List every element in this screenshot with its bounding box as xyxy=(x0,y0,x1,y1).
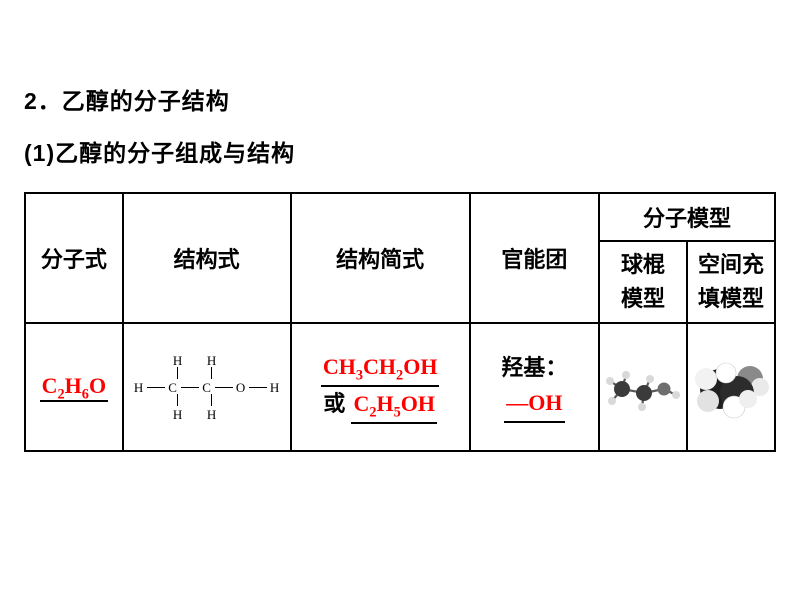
c1c: OH xyxy=(403,354,437,379)
condensed-2: C2H5OH xyxy=(351,387,437,424)
c2s1: 2 xyxy=(369,404,376,420)
th-ball-line2: 模型 xyxy=(621,286,665,311)
mf-c: C xyxy=(42,373,58,398)
mf-2: 2 xyxy=(58,386,65,402)
c1a: CH xyxy=(323,354,356,379)
space-fill-icon xyxy=(690,355,772,419)
lewis-h3: H xyxy=(171,408,185,421)
funcgroup-value: —OH xyxy=(504,386,564,423)
ethanol-structure-table: 分子式 结构式 结构简式 官能团 分子模型 球棍 模型 空间充 填模型 xyxy=(24,192,776,452)
mf-h: H xyxy=(65,373,82,398)
th-condensed: 结构简式 xyxy=(291,193,470,323)
th-ball-stick: 球棍 模型 xyxy=(599,241,687,323)
section-number-title: 2．乙醇的分子结构 xyxy=(24,82,774,116)
c2c: OH xyxy=(401,391,435,416)
lewis-h4: H xyxy=(205,408,219,421)
th-ball-line1: 球棍 xyxy=(621,252,665,277)
subsection-title: (1)乙醇的分子组成与结构 xyxy=(24,134,774,168)
cell-structural-formula: H H H C xyxy=(123,323,291,451)
condensed-1: CH3CH2OH xyxy=(321,350,440,387)
c2a: C xyxy=(353,391,369,416)
mf-o: O xyxy=(89,373,106,398)
lewis-h2: H xyxy=(205,354,219,367)
c2s2: 5 xyxy=(394,404,401,420)
lewis-c1: C xyxy=(166,381,180,394)
th-structure: 结构式 xyxy=(123,193,291,323)
lewis-structure: H H H C xyxy=(132,354,282,421)
lewis-h1: H xyxy=(171,354,185,367)
c1s1: 3 xyxy=(356,367,363,383)
lewis-h-left: H xyxy=(132,381,146,394)
lewis-o: O xyxy=(234,381,248,394)
th-model-group: 分子模型 xyxy=(599,193,775,241)
mf-6: 6 xyxy=(82,386,89,402)
ball-stick-icon xyxy=(602,359,684,415)
molecular-formula: C2H6O xyxy=(40,373,108,402)
lewis-c2: C xyxy=(200,381,214,394)
c1b: CH xyxy=(363,354,396,379)
cell-molecular-formula: C2H6O xyxy=(25,323,123,451)
th-fill-line1: 空间充 xyxy=(698,252,764,277)
th-formula: 分子式 xyxy=(25,193,123,323)
th-fill-line2: 填模型 xyxy=(698,286,764,311)
th-space-fill: 空间充 填模型 xyxy=(687,241,775,323)
funcgroup-label: 羟基： xyxy=(501,355,567,380)
cell-space-fill-model xyxy=(687,323,775,451)
cell-condensed-formula: CH3CH2OH 或 C2H5OH xyxy=(291,323,470,451)
lewis-h-right: H xyxy=(268,381,282,394)
cell-ball-stick-model xyxy=(599,323,687,451)
or-text: 或 xyxy=(323,391,345,416)
th-funcgroup: 官能团 xyxy=(470,193,599,323)
cell-functional-group: 羟基： —OH xyxy=(470,323,599,451)
c2b: H xyxy=(377,391,394,416)
